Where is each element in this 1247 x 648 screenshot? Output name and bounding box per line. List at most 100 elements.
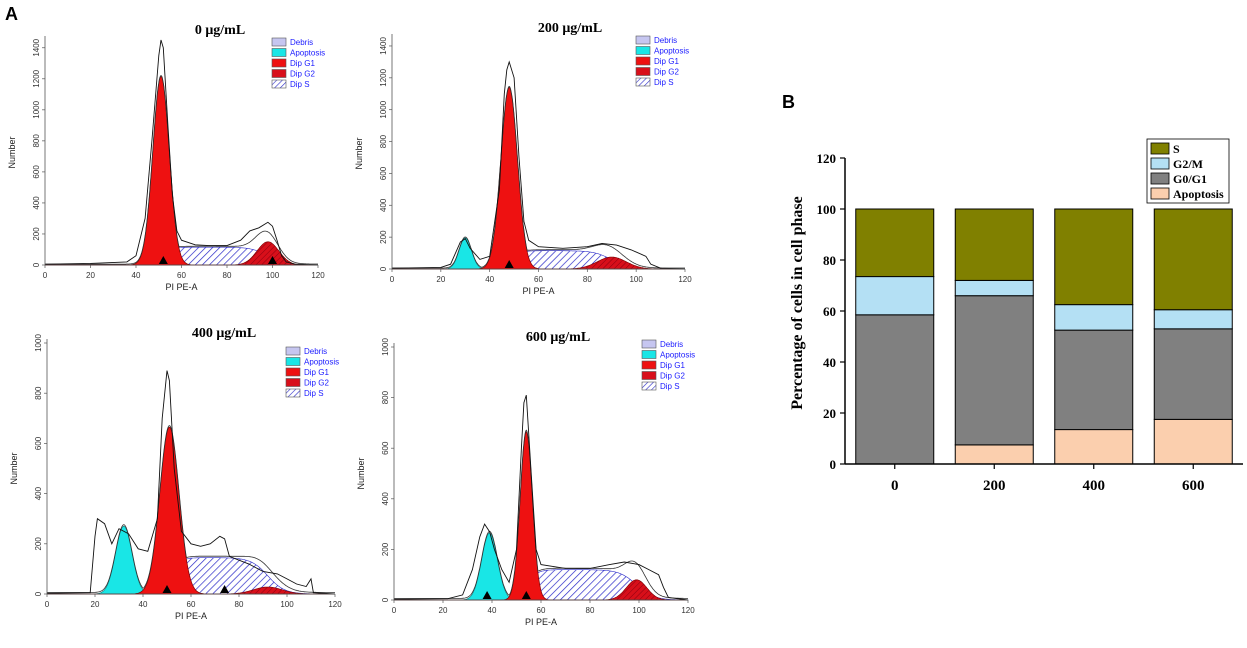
y-axis-label: Number [9, 452, 19, 484]
legend-swatch-g0-g1 [1150, 172, 1170, 185]
x-tick-label: 120 [681, 606, 695, 615]
legend-label: Apoptosis [654, 47, 689, 56]
legend-swatch-dip-s [271, 79, 287, 89]
stacked-bar-chart: 0 200 400 600 0 20 40 60 80 100 120 Percentage of c… [789, 138, 1243, 494]
legend-label: Dip G2 [654, 68, 679, 77]
x-axis-label: PI PE-A [175, 611, 207, 621]
peak-marker-icon [521, 591, 531, 599]
legend-swatch-dip-s [641, 381, 657, 391]
x-tick-label: 80 [235, 600, 244, 609]
model-fit-line [392, 85, 685, 269]
y-tick-label: 1000 [32, 100, 41, 118]
legend-swatch-dip-g2 [271, 69, 287, 78]
y-tick-label: 0 [381, 597, 390, 602]
legend-swatch-apoptosis [271, 48, 287, 57]
histogram-title: 600 μg/mL [526, 330, 590, 345]
y-tick-label: 40 [823, 355, 836, 370]
x-tick-label: 60 [177, 271, 186, 280]
legend-swatch-dip-g2 [635, 67, 651, 76]
model-fit-line [47, 425, 335, 593]
y-axis-label: Number [7, 136, 17, 168]
peak-marker-icon [158, 256, 168, 264]
y-tick-label: 600 [381, 441, 390, 455]
x-tick-label: 120 [328, 600, 342, 609]
x-tick-label: 0 [43, 271, 48, 280]
bar-segment-g2-m [954, 279, 1034, 297]
legend-label: Dip G1 [654, 57, 679, 66]
legend-swatch-apoptosis [285, 357, 301, 366]
x-tick-label: 100 [632, 606, 646, 615]
x-tick-label: 40 [132, 271, 141, 280]
x-tick-label: 0 [392, 606, 397, 615]
bar-segment-g2-m [855, 276, 935, 316]
y-tick-label: 1200 [379, 68, 388, 86]
x-category-label: 600 [1182, 478, 1205, 494]
legend-label: Dip S [660, 382, 680, 391]
y-tick-label: 0 [32, 262, 41, 267]
x-tick-label: 20 [439, 606, 448, 615]
legend-swatch-debris [635, 35, 651, 45]
bar-segment-g2-m [1054, 304, 1134, 331]
peak-marker-icon [504, 260, 514, 268]
legend-label: G0/G1 [1173, 172, 1207, 186]
dip-g1-area [45, 76, 318, 266]
legend-label: Debris [660, 340, 683, 349]
x-category-label: 400 [1083, 478, 1106, 494]
y-tick-label: 600 [32, 165, 41, 179]
bar-segment-s [1054, 208, 1134, 306]
legend-label: S [1173, 142, 1180, 156]
x-tick-label: 60 [187, 600, 196, 609]
y-tick-label: 200 [381, 542, 390, 556]
x-tick-label: 40 [485, 275, 494, 284]
y-tick-label: 400 [34, 486, 43, 500]
legend-label: Dip S [304, 389, 324, 398]
x-tick-label: 0 [45, 600, 50, 609]
legend-label: Debris [654, 36, 677, 45]
legend-swatch-dip-g2 [285, 378, 301, 387]
y-axis-label: Percentage of cells in cell phase [789, 196, 806, 409]
x-tick-label: 20 [91, 600, 100, 609]
legend-swatch-dip-g1 [641, 360, 657, 370]
legend-swatch-dip-g1 [635, 56, 651, 66]
legend-swatch-debris [641, 339, 657, 349]
y-tick-label: 1000 [379, 100, 388, 118]
x-axis-label: PI PE-A [522, 286, 554, 296]
y-tick-label: 60 [823, 304, 836, 319]
x-tick-label: 40 [139, 600, 148, 609]
legend-swatch-dip-g1 [285, 367, 301, 377]
bar-segment-s [1153, 208, 1233, 311]
y-tick-label: 800 [32, 134, 41, 148]
peak-marker-icon [162, 585, 172, 593]
x-tick-label: 80 [583, 275, 592, 284]
legend-swatch-apoptosis [1150, 187, 1170, 200]
legend-label: Dip G2 [660, 372, 685, 381]
y-tick-label: 600 [379, 166, 388, 180]
y-tick-label: 800 [34, 386, 43, 400]
x-category-label: 200 [983, 478, 1006, 494]
legend-swatch-apoptosis [641, 350, 657, 359]
legend-label: Debris [304, 347, 327, 356]
y-tick-label: 400 [379, 198, 388, 212]
legend-swatch-apoptosis [635, 46, 651, 55]
legend-label: Debris [290, 38, 313, 47]
x-tick-label: 0 [390, 275, 395, 284]
y-tick-label: 1000 [34, 334, 43, 352]
y-tick-label: 0 [34, 591, 43, 596]
histogram-200: 0 20 40 60 80 100 1200200400600800100012001400… [354, 21, 692, 296]
x-tick-label: 80 [586, 606, 595, 615]
bar-segment-g0-g1 [1153, 328, 1233, 420]
x-tick-label: 120 [311, 271, 325, 280]
legend-swatch-dip-s [285, 388, 301, 398]
y-tick-label: 600 [34, 436, 43, 450]
histogram-600: 0 20 40 60 80 100 120 0 200 400 600 800 1000 PI PE-A N… [356, 330, 695, 627]
raw-data-line [393, 394, 689, 601]
legend-swatch-dip-g2 [641, 371, 657, 380]
peak-marker-icon [220, 585, 230, 593]
legend-label: Apoptosis [304, 358, 339, 367]
y-tick-label: 100 [817, 202, 837, 217]
x-tick-label: 60 [534, 275, 543, 284]
legend-label: Apoptosis [660, 351, 695, 360]
x-category-label: 0 [891, 478, 899, 494]
y-tick-label: 800 [381, 390, 390, 404]
